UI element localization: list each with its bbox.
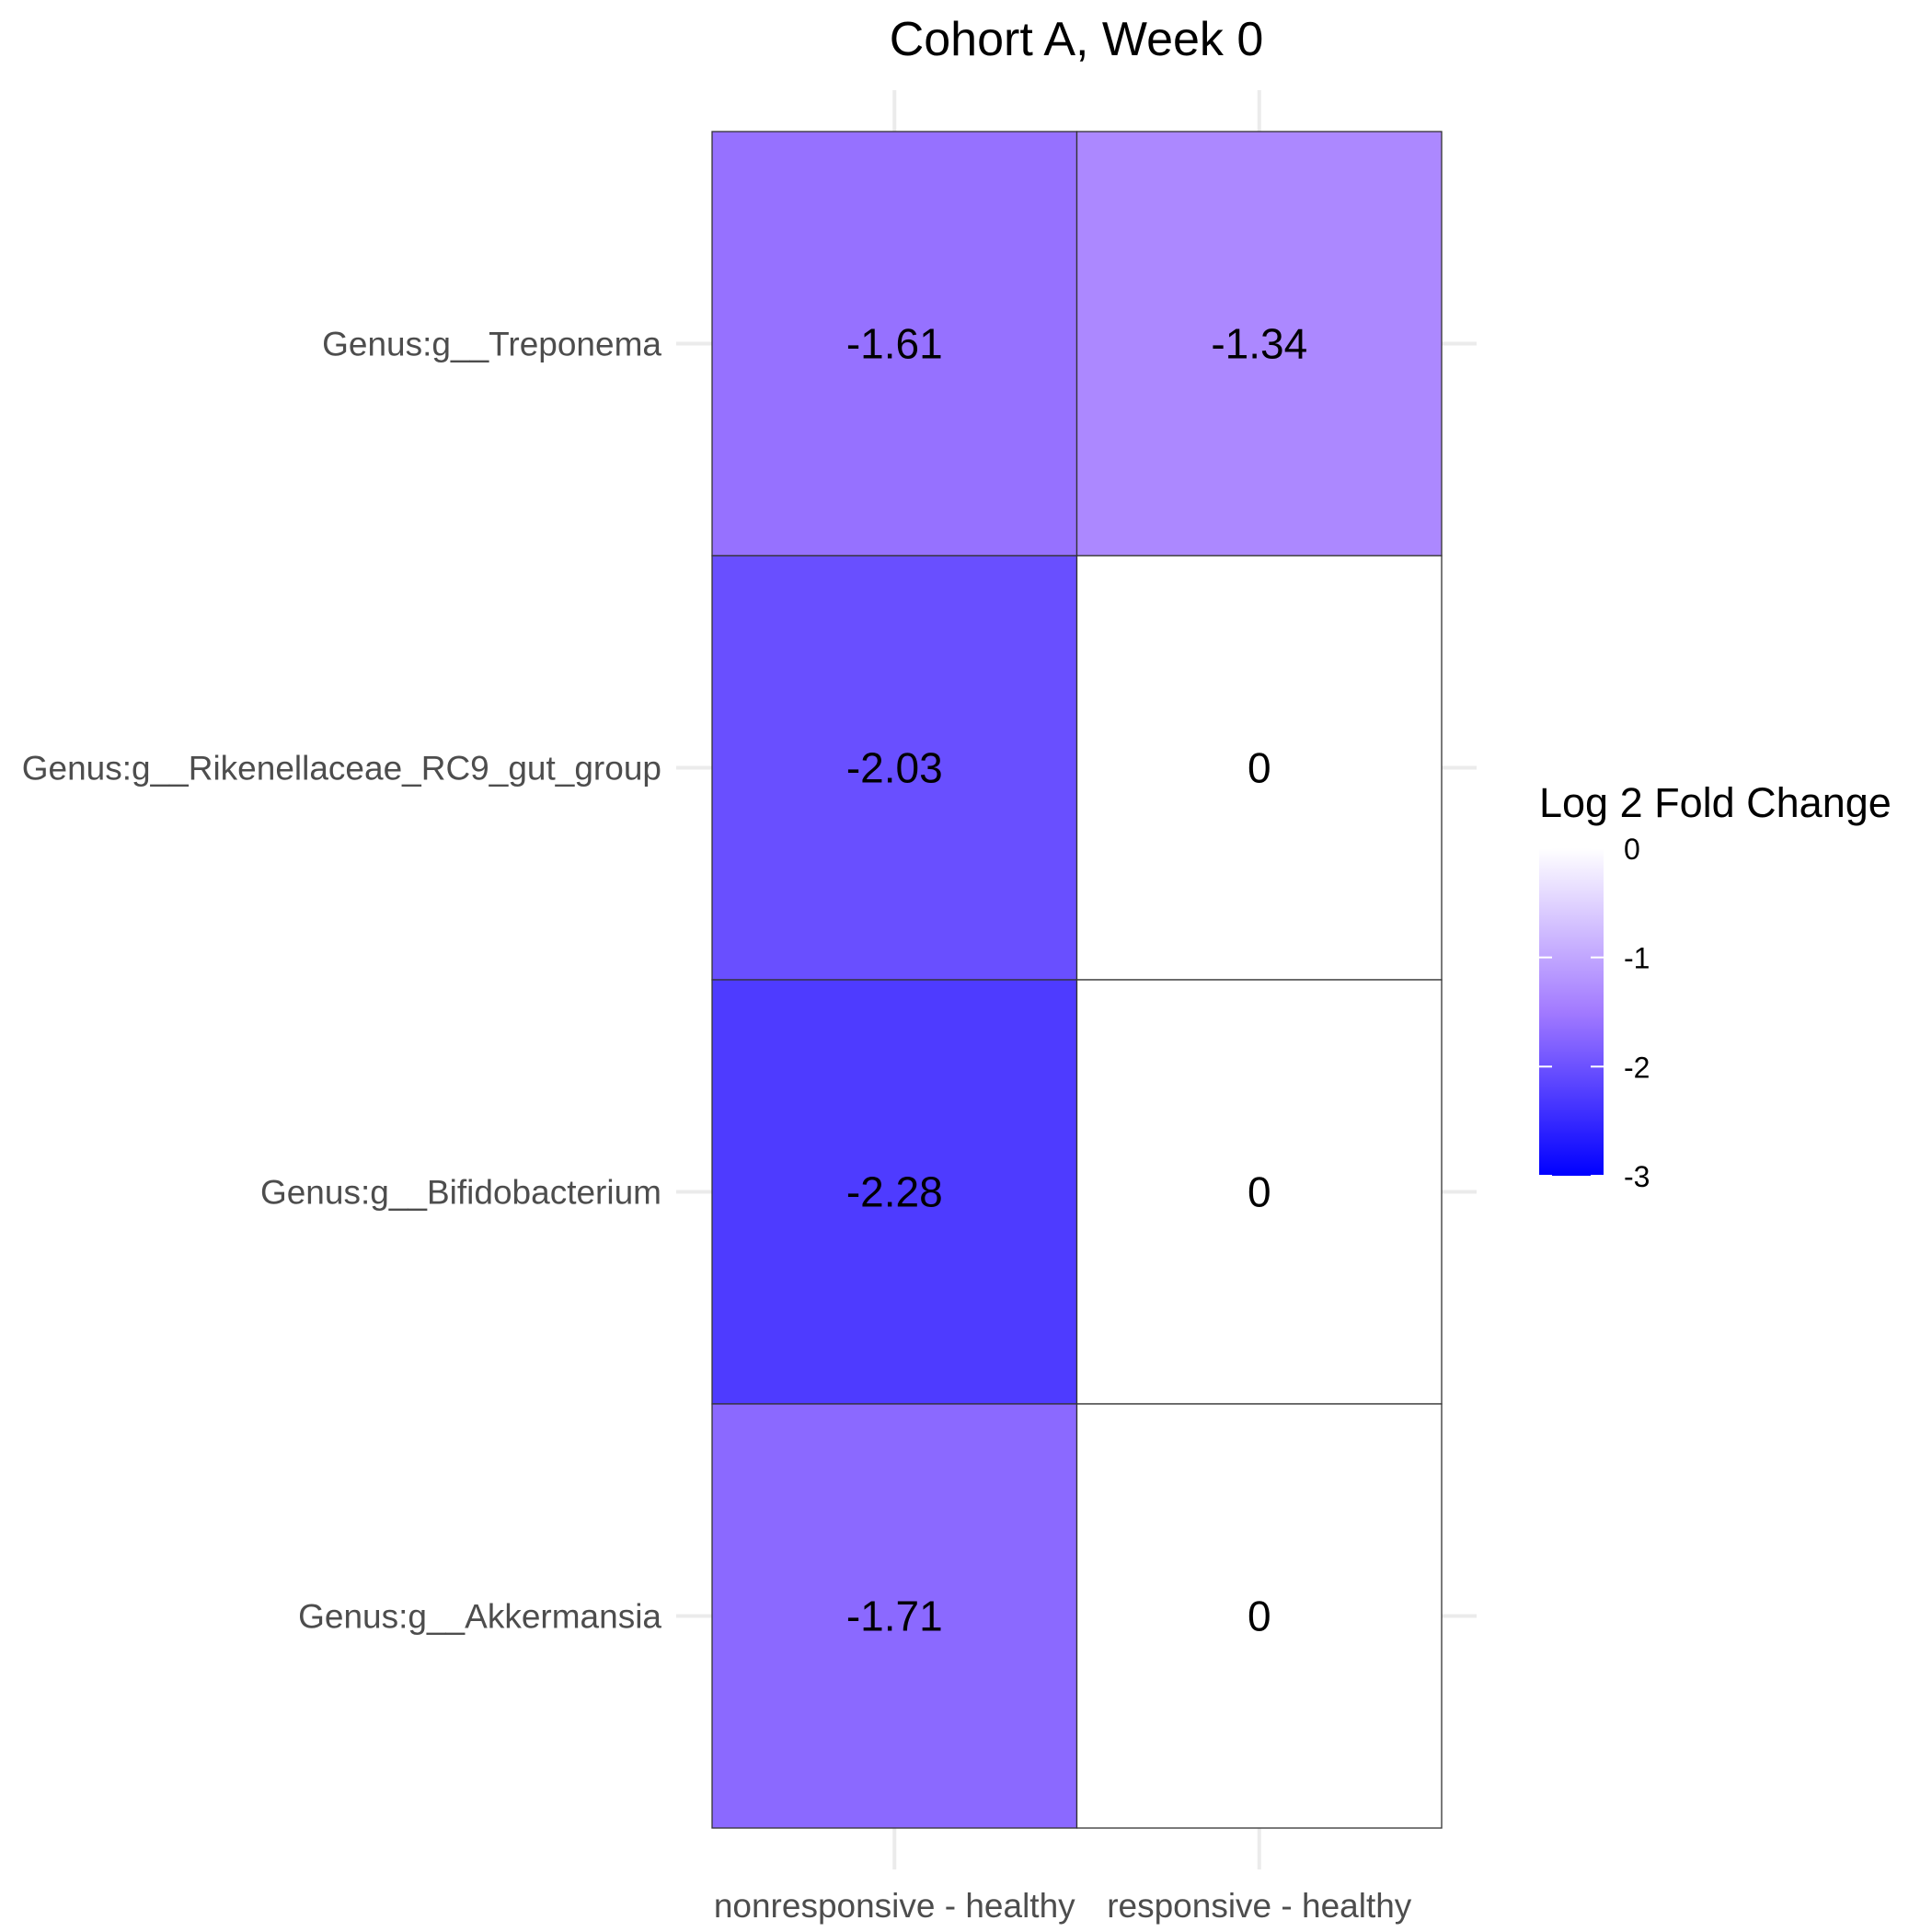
cell-value-label: -1.71: [846, 1593, 943, 1640]
x-axis-tick-labels: nonresponsive - healthy responsive - heal…: [714, 1887, 1412, 1925]
heatmap-cell: [711, 979, 1078, 1405]
legend-tick-label: -1: [1624, 942, 1650, 975]
x-tick-label: nonresponsive - healthy: [714, 1887, 1075, 1925]
heatmap-cells: [711, 131, 1443, 1829]
heatmap-cell: [711, 1403, 1078, 1829]
cell-value-label: -1.61: [846, 320, 943, 368]
cell-value-label: -2.03: [846, 744, 943, 792]
cell-value-labels: -1.61 -1.34 -2.03 0 -2.28 0 -1.71 0: [846, 320, 1307, 1640]
heatmap-cell: [1075, 131, 1443, 557]
legend-color-bar: [1539, 848, 1604, 1176]
cell-value-label: 0: [1248, 1168, 1271, 1216]
x-tick-label: responsive - healthy: [1107, 1887, 1412, 1925]
heatmap-cell: [711, 131, 1078, 557]
cell-value-label: 0: [1248, 1593, 1271, 1640]
heatmap-cell: [1075, 1403, 1443, 1829]
heatmap-cell: [1075, 555, 1443, 981]
y-axis-tick-labels: Genus:g__Treponema Genus:g__Rikenellaceae…: [22, 326, 662, 1636]
cell-value-label: -2.28: [846, 1168, 943, 1216]
color-legend: Log 2 Fold Change 0 -1 -2 -3: [1539, 779, 1892, 1193]
legend-tick-label: -3: [1624, 1160, 1650, 1193]
y-tick-label: Genus:g__Treponema: [322, 326, 661, 363]
heatmap-cell: [1075, 979, 1443, 1405]
legend-ticks: 0 -1 -2 -3: [1539, 833, 1650, 1193]
y-tick-label: Genus:g__Rikenellaceae_RC9_gut_group: [22, 750, 661, 788]
legend-tick-label: 0: [1624, 833, 1640, 866]
cell-value-label: 0: [1248, 744, 1271, 792]
legend-tick-label: -2: [1624, 1051, 1650, 1084]
chart-title: Cohort A, Week 0: [890, 13, 1264, 66]
legend-title: Log 2 Fold Change: [1539, 779, 1892, 826]
cell-value-label: -1.34: [1211, 320, 1307, 368]
y-tick-label: Genus:g__Bifidobacterium: [260, 1174, 661, 1212]
y-tick-label: Genus:g__Akkermansia: [298, 1598, 661, 1636]
heatmap-cell: [711, 555, 1078, 981]
